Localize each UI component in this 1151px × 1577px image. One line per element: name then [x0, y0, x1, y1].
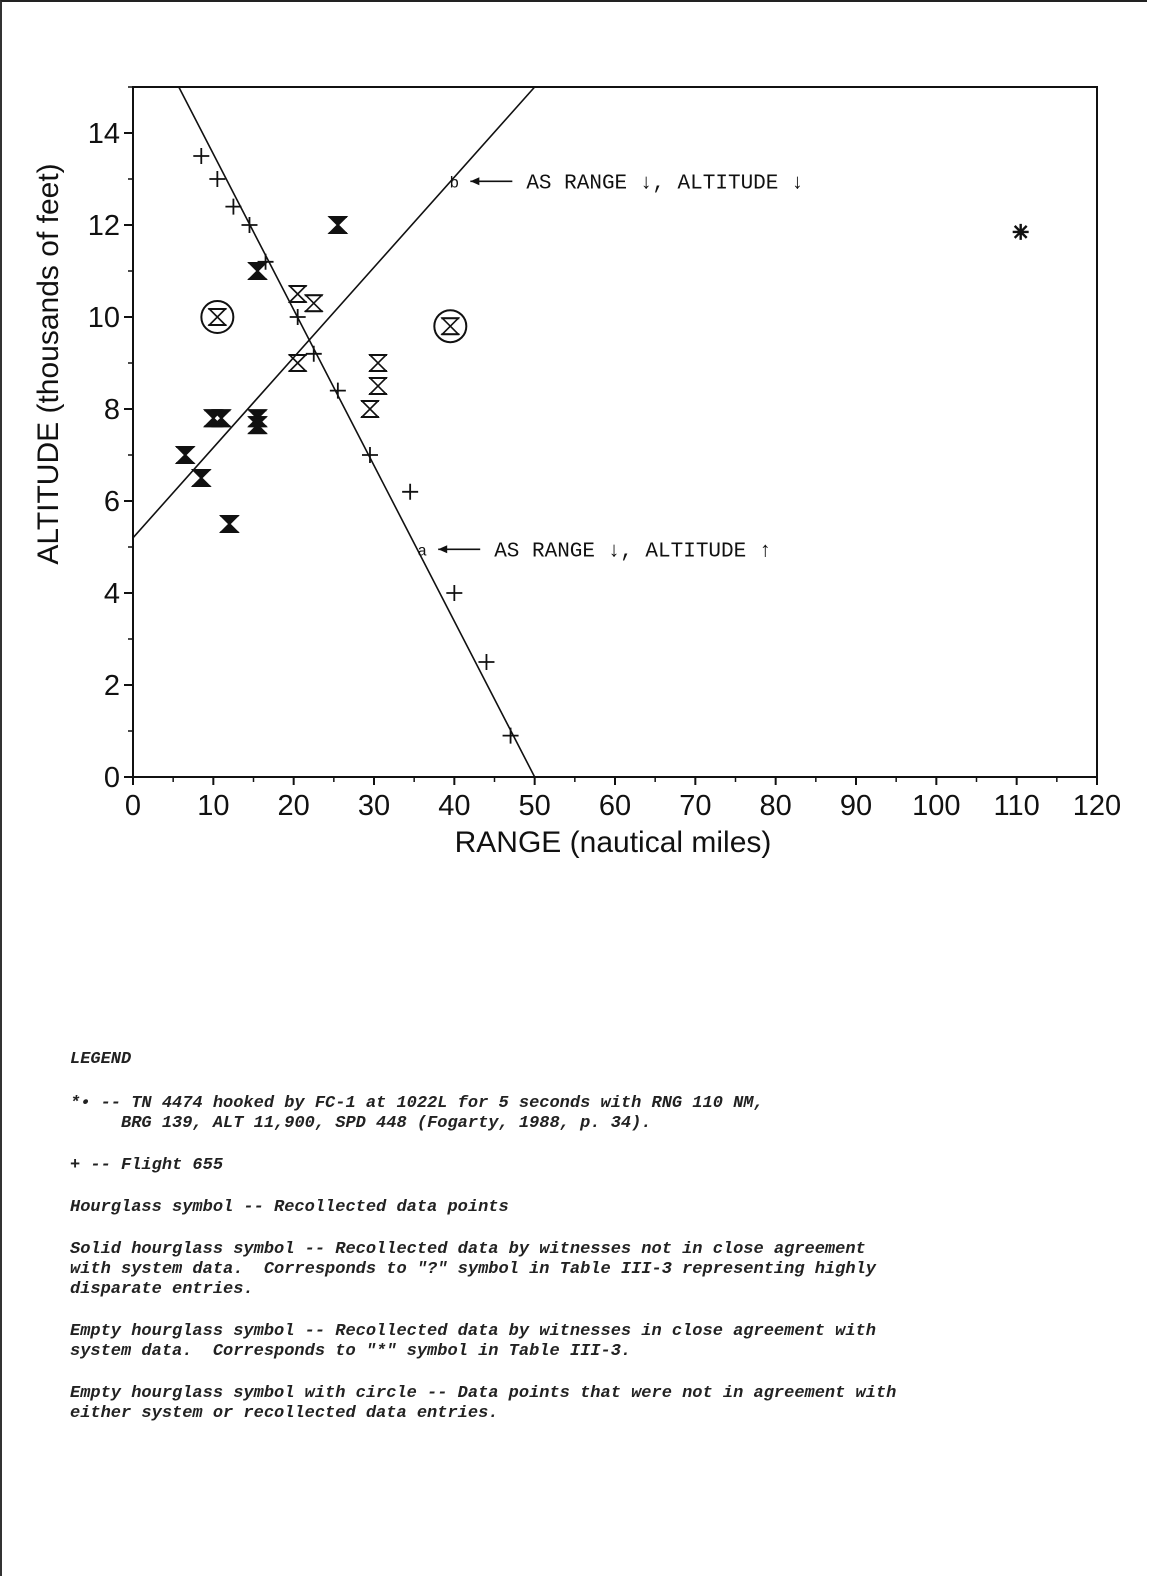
empty-hourglass-point [360, 400, 380, 418]
tn-4474-point [1012, 223, 1029, 240]
altitude-range-chart: 0 10 20 30 40 50 60 70 80 90 100 110 120 0 2 4 6 8 10 12 14 R… [32, 86, 1121, 859]
annotation-arrowhead-a [438, 545, 448, 554]
circled-hourglass-point [440, 317, 461, 335]
flight-655-point [225, 198, 242, 215]
x-tick-label: 80 [760, 790, 792, 822]
x-tick-label: 0 [125, 790, 141, 822]
solid-hourglass-point [218, 515, 240, 533]
legend-hourglass-entry: Hourglass symbol -- Recollected data poi… [70, 1198, 509, 1217]
legend-circled-hourglass-entry: Empty hourglass symbol with circle -- Da… [70, 1384, 897, 1423]
y-tick-label: 8 [104, 394, 120, 426]
flight-655-point [478, 654, 495, 670]
x-tick-label: 100 [912, 790, 960, 822]
annotation-text-b: AS RANGE ↓, ALTITUDE ↓ [526, 172, 803, 195]
empty-hourglass-point [303, 294, 324, 312]
flight-655-point [446, 585, 463, 601]
y-tick-label: 14 [88, 118, 120, 150]
flight-655-point [402, 483, 419, 500]
x-tick-label: 110 [994, 790, 1040, 822]
flight-655-point [209, 171, 226, 187]
y-tick-label: 4 [104, 578, 120, 610]
flight-655-point [329, 382, 346, 399]
y-tick-label: 10 [88, 302, 120, 334]
trend-line-b [133, 87, 536, 539]
legend: LEGEND *• -- TN 4474 hooked by FC-1 at 1… [70, 1050, 1120, 1446]
empty-hourglass-point [368, 377, 388, 395]
x-tick-label: 90 [840, 790, 872, 822]
legend-plus-entry: + -- Flight 655 [70, 1156, 224, 1175]
flight-655-point [305, 345, 322, 362]
y-tick-label: 0 [104, 762, 120, 794]
flight-655-point [257, 253, 274, 270]
circled-hourglass-ring [433, 309, 468, 344]
x-tick-label: 30 [358, 790, 390, 822]
solid-hourglass-point [247, 262, 268, 280]
empty-hourglass-point [287, 285, 308, 303]
flight-655-point [502, 727, 519, 744]
y-tick-label: 2 [104, 670, 120, 702]
legend-asterisk-entry: *• -- TN 4474 hooked by FC-1 at 1022L fo… [70, 1094, 764, 1133]
x-tick-label: 20 [278, 790, 310, 822]
annotation-text-a: AS RANGE ↓, ALTITUDE ↑ [494, 540, 771, 563]
legend-solid-hourglass-entry: Solid hourglass symbol -- Recollected da… [70, 1240, 876, 1299]
empty-hourglass-point [287, 354, 308, 372]
x-tick-label: 10 [197, 790, 229, 822]
solid-hourglass-point [190, 469, 212, 487]
y-tick-label: 6 [104, 486, 120, 518]
trend-line-a [178, 87, 536, 777]
y-axis-title: ALTITUDE (thousands of feet) [32, 163, 65, 564]
flight-655-point [361, 447, 378, 463]
flight-655-point [241, 217, 258, 233]
flight-655-point [289, 309, 306, 325]
x-tick-label: 40 [438, 790, 470, 822]
solid-hourglass-point [327, 216, 349, 234]
y-tick-label: 12 [88, 210, 120, 242]
annotation-letter-a: a [417, 542, 427, 560]
legend-title: LEGEND [70, 1050, 132, 1069]
x-tick-label: 60 [599, 790, 631, 822]
annotation-letter-b: b [450, 174, 460, 192]
x-tick-label: 70 [679, 790, 711, 822]
x-axis-title: RANGE (nautical miles) [455, 826, 772, 859]
legend-empty-hourglass-entry: Empty hourglass symbol -- Recollected da… [70, 1322, 876, 1361]
x-tick-label: 50 [519, 790, 551, 822]
solid-hourglass-point [210, 409, 232, 428]
x-tick-label: 120 [1073, 790, 1121, 822]
empty-hourglass-point [368, 354, 388, 372]
annotation-arrowhead-b [470, 177, 480, 186]
flight-655-point [193, 148, 210, 164]
circled-hourglass-ring [200, 300, 235, 334]
circled-hourglass-point [207, 308, 228, 326]
solid-hourglass-point [174, 446, 196, 464]
